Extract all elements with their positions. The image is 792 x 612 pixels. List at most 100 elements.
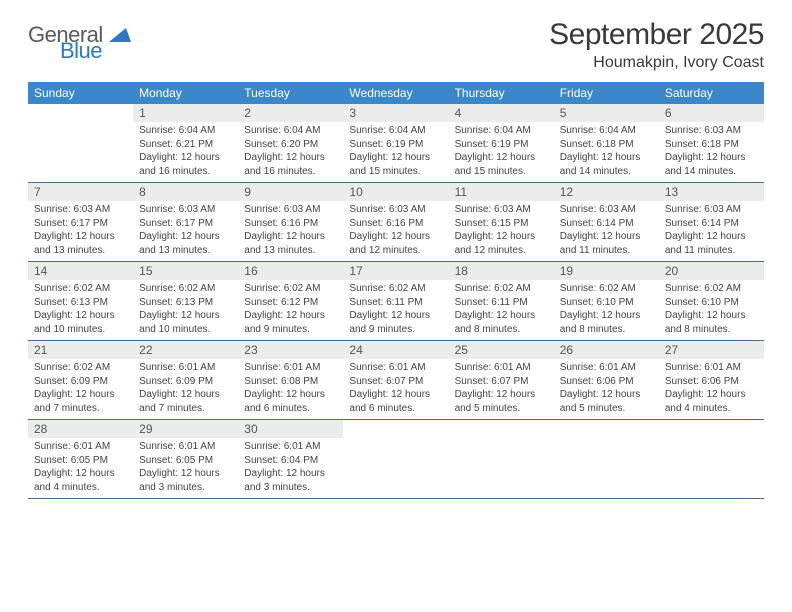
day-line: Sunset: 6:12 PM <box>244 296 337 310</box>
day-number: 29 <box>133 420 238 438</box>
day-line: and 9 minutes. <box>349 323 442 337</box>
day-line: Sunrise: 6:02 AM <box>560 282 653 296</box>
day-content: Sunrise: 6:01 AMSunset: 6:07 PMDaylight:… <box>449 359 554 419</box>
day-header-cell: Saturday <box>659 82 764 104</box>
day-line: Daylight: 12 hours <box>665 309 758 323</box>
day-line: Sunrise: 6:04 AM <box>139 124 232 138</box>
day-line: Sunset: 6:05 PM <box>139 454 232 468</box>
day-line: and 16 minutes. <box>244 165 337 179</box>
day-cell <box>554 420 659 498</box>
day-line: Sunset: 6:07 PM <box>349 375 442 389</box>
day-line: Daylight: 12 hours <box>560 151 653 165</box>
day-cell: 11Sunrise: 6:03 AMSunset: 6:15 PMDayligh… <box>449 183 554 261</box>
day-line: Sunset: 6:14 PM <box>665 217 758 231</box>
day-cell: 27Sunrise: 6:01 AMSunset: 6:06 PMDayligh… <box>659 341 764 419</box>
day-line: and 14 minutes. <box>665 165 758 179</box>
day-cell: 22Sunrise: 6:01 AMSunset: 6:09 PMDayligh… <box>133 341 238 419</box>
day-line: Sunrise: 6:03 AM <box>139 203 232 217</box>
day-number: 2 <box>238 104 343 122</box>
day-line: Sunrise: 6:01 AM <box>455 361 548 375</box>
day-cell: 24Sunrise: 6:01 AMSunset: 6:07 PMDayligh… <box>343 341 448 419</box>
day-line: and 8 minutes. <box>560 323 653 337</box>
day-line: Sunrise: 6:02 AM <box>34 361 127 375</box>
weeks-container: 1Sunrise: 6:04 AMSunset: 6:21 PMDaylight… <box>28 104 764 499</box>
day-cell: 26Sunrise: 6:01 AMSunset: 6:06 PMDayligh… <box>554 341 659 419</box>
day-content: Sunrise: 6:01 AMSunset: 6:06 PMDaylight:… <box>554 359 659 419</box>
day-line: Sunrise: 6:04 AM <box>244 124 337 138</box>
day-line: and 4 minutes. <box>665 402 758 416</box>
week-row: 14Sunrise: 6:02 AMSunset: 6:13 PMDayligh… <box>28 262 764 341</box>
day-number <box>28 104 133 122</box>
day-cell: 21Sunrise: 6:02 AMSunset: 6:09 PMDayligh… <box>28 341 133 419</box>
day-content: Sunrise: 6:03 AMSunset: 6:15 PMDaylight:… <box>449 201 554 261</box>
day-line: Sunset: 6:10 PM <box>665 296 758 310</box>
day-line: Sunrise: 6:04 AM <box>349 124 442 138</box>
day-cell: 12Sunrise: 6:03 AMSunset: 6:14 PMDayligh… <box>554 183 659 261</box>
day-line: Sunset: 6:06 PM <box>560 375 653 389</box>
day-cell: 6Sunrise: 6:03 AMSunset: 6:18 PMDaylight… <box>659 104 764 182</box>
day-line: Daylight: 12 hours <box>139 467 232 481</box>
day-content: Sunrise: 6:01 AMSunset: 6:07 PMDaylight:… <box>343 359 448 419</box>
day-number: 28 <box>28 420 133 438</box>
day-line: and 3 minutes. <box>244 481 337 495</box>
day-cell: 7Sunrise: 6:03 AMSunset: 6:17 PMDaylight… <box>28 183 133 261</box>
day-line: Sunset: 6:11 PM <box>455 296 548 310</box>
day-content: Sunrise: 6:01 AMSunset: 6:09 PMDaylight:… <box>133 359 238 419</box>
day-cell <box>28 104 133 182</box>
day-line: Sunset: 6:04 PM <box>244 454 337 468</box>
logo: General Blue <box>28 24 131 62</box>
day-line: Sunrise: 6:03 AM <box>349 203 442 217</box>
day-line: Sunrise: 6:04 AM <box>560 124 653 138</box>
logo-text: General Blue <box>28 24 131 62</box>
day-line: Daylight: 12 hours <box>244 151 337 165</box>
day-line: Daylight: 12 hours <box>34 309 127 323</box>
day-line: Sunset: 6:16 PM <box>244 217 337 231</box>
day-line: Sunrise: 6:03 AM <box>560 203 653 217</box>
day-content: Sunrise: 6:02 AMSunset: 6:10 PMDaylight:… <box>659 280 764 340</box>
day-line: Sunrise: 6:01 AM <box>34 440 127 454</box>
day-line: Sunset: 6:09 PM <box>34 375 127 389</box>
day-line: Sunset: 6:20 PM <box>244 138 337 152</box>
day-number: 15 <box>133 262 238 280</box>
day-line: and 10 minutes. <box>34 323 127 337</box>
day-number: 30 <box>238 420 343 438</box>
day-content: Sunrise: 6:03 AMSunset: 6:18 PMDaylight:… <box>659 122 764 182</box>
day-content: Sunrise: 6:03 AMSunset: 6:16 PMDaylight:… <box>343 201 448 261</box>
day-line: Sunset: 6:07 PM <box>455 375 548 389</box>
day-line: Sunset: 6:13 PM <box>34 296 127 310</box>
day-line: Daylight: 12 hours <box>244 388 337 402</box>
day-line: Daylight: 12 hours <box>560 309 653 323</box>
day-line: Daylight: 12 hours <box>455 388 548 402</box>
day-line: Daylight: 12 hours <box>455 151 548 165</box>
day-content: Sunrise: 6:01 AMSunset: 6:05 PMDaylight:… <box>28 438 133 498</box>
day-line: Sunrise: 6:02 AM <box>349 282 442 296</box>
day-number: 3 <box>343 104 448 122</box>
day-line: and 8 minutes. <box>665 323 758 337</box>
day-content: Sunrise: 6:04 AMSunset: 6:20 PMDaylight:… <box>238 122 343 182</box>
day-line: and 11 minutes. <box>665 244 758 258</box>
day-line: Sunrise: 6:02 AM <box>244 282 337 296</box>
calendar: SundayMondayTuesdayWednesdayThursdayFrid… <box>28 82 764 499</box>
day-header-cell: Monday <box>133 82 238 104</box>
day-line: Sunrise: 6:01 AM <box>139 361 232 375</box>
day-content: Sunrise: 6:01 AMSunset: 6:08 PMDaylight:… <box>238 359 343 419</box>
day-cell: 1Sunrise: 6:04 AMSunset: 6:21 PMDaylight… <box>133 104 238 182</box>
day-number: 9 <box>238 183 343 201</box>
day-number: 11 <box>449 183 554 201</box>
day-content: Sunrise: 6:03 AMSunset: 6:17 PMDaylight:… <box>133 201 238 261</box>
day-number: 26 <box>554 341 659 359</box>
day-line: Sunset: 6:13 PM <box>139 296 232 310</box>
day-line: Sunrise: 6:03 AM <box>244 203 337 217</box>
day-number: 16 <box>238 262 343 280</box>
day-cell: 2Sunrise: 6:04 AMSunset: 6:20 PMDaylight… <box>238 104 343 182</box>
day-number: 20 <box>659 262 764 280</box>
day-line: Sunrise: 6:02 AM <box>139 282 232 296</box>
day-number <box>343 420 448 438</box>
day-line: Daylight: 12 hours <box>139 388 232 402</box>
day-line: Sunrise: 6:03 AM <box>34 203 127 217</box>
day-line: Sunrise: 6:01 AM <box>139 440 232 454</box>
day-content: Sunrise: 6:02 AMSunset: 6:11 PMDaylight:… <box>343 280 448 340</box>
day-line: Sunset: 6:09 PM <box>139 375 232 389</box>
calendar-page: General Blue September 2025 Houmakpin, I… <box>0 0 792 517</box>
day-line: Daylight: 12 hours <box>34 230 127 244</box>
